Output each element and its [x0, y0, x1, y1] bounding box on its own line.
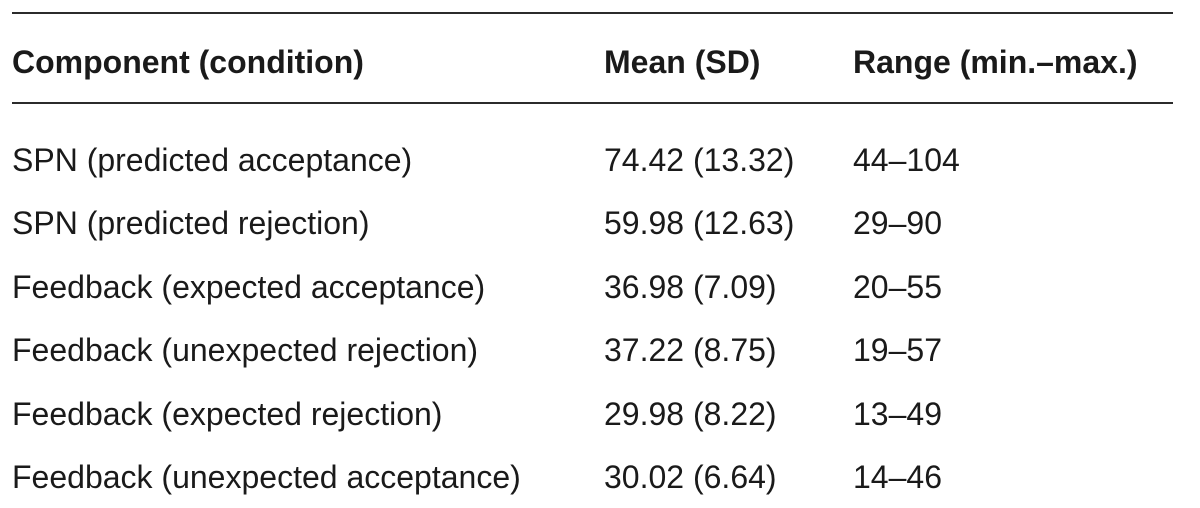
header-component: Component (condition) — [12, 44, 364, 80]
cell-component: SPN (predicted acceptance) — [12, 142, 413, 178]
table-row: Feedback (expected rejection) 29.98 (8.2… — [0, 394, 1200, 434]
cell-mean: 74.42 (13.32) — [604, 142, 795, 178]
cell-range: 44–104 — [853, 142, 960, 178]
cell-range: 29–90 — [853, 205, 942, 241]
cell-component: SPN (predicted rejection) — [12, 205, 370, 241]
cell-component: Feedback (unexpected acceptance) — [12, 459, 521, 495]
cell-range: 14–46 — [853, 459, 942, 495]
table-row: Feedback (unexpected acceptance) 30.02 (… — [0, 457, 1200, 497]
cell-mean: 59.98 (12.63) — [604, 205, 795, 241]
cell-range: 19–57 — [853, 332, 942, 368]
cell-mean: 37.22 (8.75) — [604, 332, 777, 368]
cell-range: 13–49 — [853, 396, 942, 432]
table-row: Feedback (expected acceptance) 36.98 (7.… — [0, 267, 1200, 307]
table-top-rule — [12, 12, 1173, 14]
table-row: SPN (predicted acceptance) 74.42 (13.32)… — [0, 140, 1200, 180]
cell-component: Feedback (expected rejection) — [12, 396, 443, 432]
cell-range: 20–55 — [853, 269, 942, 305]
header-mean: Mean (SD) — [604, 44, 761, 80]
header-range: Range (min.–max.) — [853, 44, 1138, 80]
table-row: SPN (predicted rejection) 59.98 (12.63) … — [0, 203, 1200, 243]
table-header-rule — [12, 102, 1173, 104]
cell-mean: 30.02 (6.64) — [604, 459, 777, 495]
cell-mean: 36.98 (7.09) — [604, 269, 777, 305]
cell-component: Feedback (unexpected rejection) — [12, 332, 479, 368]
table-header-row: Component (condition) Mean (SD) Range (m… — [0, 42, 1200, 82]
table-row: Feedback (unexpected rejection) 37.22 (8… — [0, 330, 1200, 370]
cell-mean: 29.98 (8.22) — [604, 396, 777, 432]
cell-component: Feedback (expected acceptance) — [12, 269, 486, 305]
